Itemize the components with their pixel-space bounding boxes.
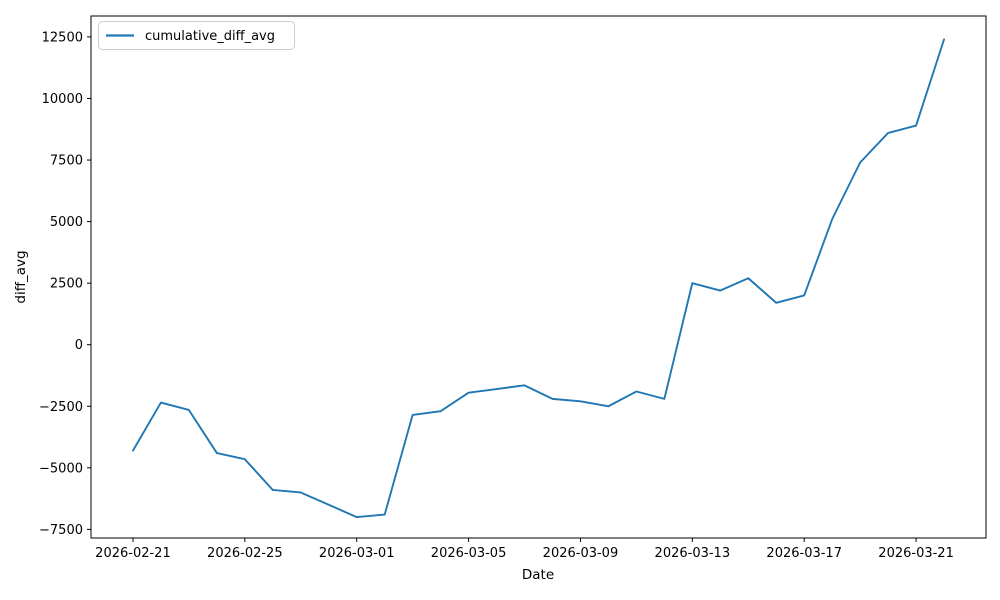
y-tick-label: 7500 bbox=[50, 154, 83, 169]
y-tick-label: 10000 bbox=[42, 92, 83, 107]
x-tick-label: 2026-03-17 bbox=[766, 546, 842, 561]
x-tick-label: 2026-03-09 bbox=[543, 546, 619, 561]
y-axis-ticks: −7500 −5000 −2500 0 2500 5000 7500 10000 12500 bbox=[39, 30, 91, 538]
y-tick-label: −2500 bbox=[39, 400, 83, 415]
y-tick-label: −7500 bbox=[39, 523, 83, 538]
legend-label: cumulative_diff_avg bbox=[145, 29, 275, 44]
x-tick-label: 2026-02-21 bbox=[95, 546, 171, 561]
series-line-cumulative_diff_avg bbox=[131, 38, 945, 519]
y-tick-label: 0 bbox=[75, 338, 83, 353]
x-tick-label: 2026-03-13 bbox=[655, 546, 731, 561]
y-tick-label: 5000 bbox=[50, 215, 83, 230]
x-tick-label: 2026-03-21 bbox=[878, 546, 954, 561]
plot-area-border bbox=[90, 15, 987, 539]
x-tick-label: 2026-03-05 bbox=[431, 546, 507, 561]
y-axis-label: diff_avg bbox=[13, 250, 29, 303]
data-series-group bbox=[131, 38, 945, 519]
legend: cumulative_diff_avg bbox=[98, 21, 295, 50]
x-axis-label: Date bbox=[522, 567, 554, 583]
y-tick-label: 2500 bbox=[50, 277, 83, 292]
y-tick-label: 12500 bbox=[42, 30, 83, 45]
x-tick-label: 2026-03-01 bbox=[319, 546, 395, 561]
legend-box bbox=[98, 21, 295, 50]
x-tick-label: 2026-02-25 bbox=[207, 546, 283, 561]
x-axis-ticks: 2026-02-21 2026-02-25 2026-03-01 2026-03-05… bbox=[95, 538, 954, 561]
y-tick-label: −5000 bbox=[39, 461, 83, 476]
